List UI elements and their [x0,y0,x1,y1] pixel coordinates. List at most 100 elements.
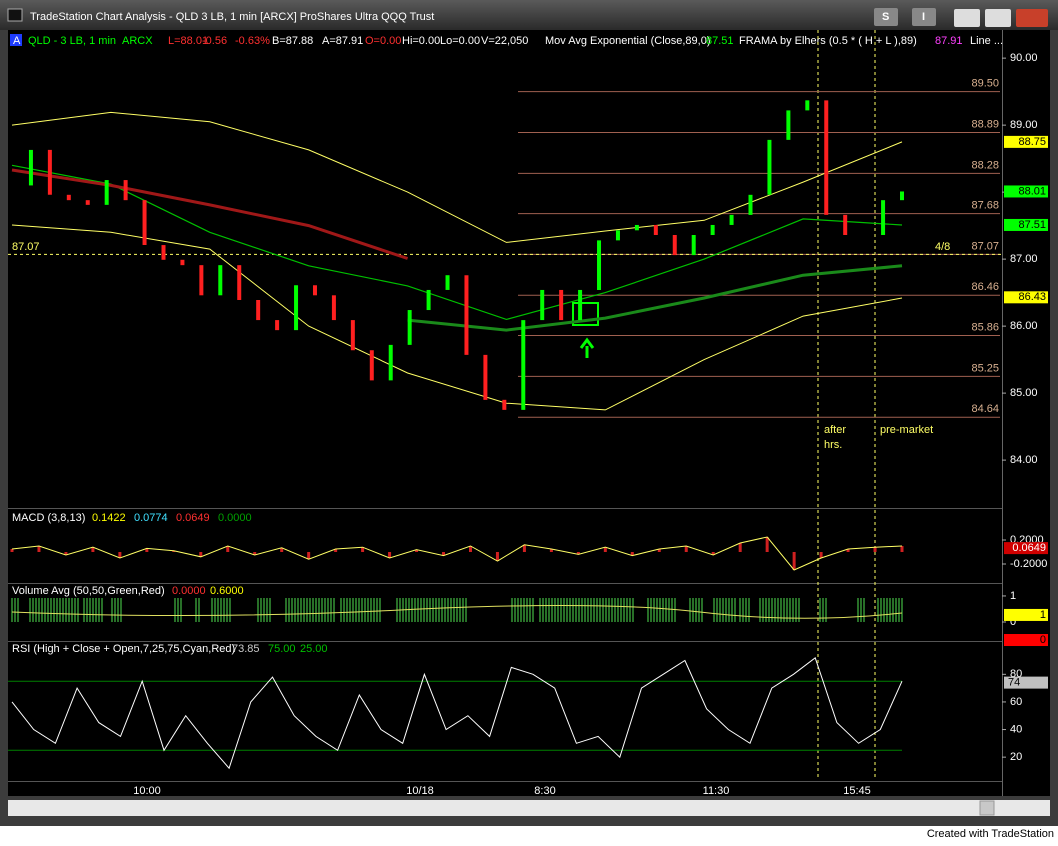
macd-v1: 0.1422 [92,512,126,524]
macd-line [11,536,903,571]
arrow [579,337,595,358]
y-tick-label: 1 [1010,590,1016,602]
change-pct: -0.63% [235,35,270,47]
last-value-box [1004,291,1048,304]
last-value-box [1004,608,1048,621]
y-tick-label: 60 [1010,696,1022,708]
ask: A=87.91 [322,35,363,47]
s-button-label: S [882,11,889,23]
y-tick-label: 0 [1010,616,1016,628]
badge-label: A [13,35,21,47]
fib-label: 88.28 [971,159,999,171]
change: -0.56 [202,35,227,47]
annotation: hrs. [824,439,842,451]
y-tick-label: 85.00 [1010,387,1038,399]
rsi-level: 25.00 [300,643,328,655]
fib-label: 86.46 [971,281,999,293]
bid: B=87.88 [272,35,313,47]
i-button[interactable] [912,8,936,26]
x-tick-label: 15:45 [843,785,871,797]
fib-label: 89.50 [971,78,999,90]
last-value-label: 87.51 [1018,219,1046,231]
panel-labels: MACD (3,8,13) 0.1422 0.0774 0.0649 0.000… [12,512,328,655]
maximize-button[interactable] [985,9,1011,27]
ema [407,264,903,332]
fib-label: 84.64 [971,403,999,415]
last-value-label: 86.43 [1018,291,1046,303]
lower-band [11,224,903,411]
y-tick-label: 86.00 [1010,320,1038,332]
rsi-level: 75.00 [268,643,296,655]
fib-label: 87.68 [971,199,999,211]
plot: 90.0089.0088.0087.0086.0085.0084.0089.50… [8,52,1048,770]
annotation: after [824,424,846,436]
frama-label: FRAMA by Elhers (0.5 * ( H + L ),89) [739,35,917,47]
i-button-label: I [922,11,925,23]
frama-value: 87.91 [935,35,963,47]
last-value-box [1004,135,1048,148]
rsi-line [11,656,903,770]
fib-label: 85.25 [971,362,999,374]
volume-v2: 0.6000 [210,585,244,597]
open: O=0.00 [365,35,401,47]
panel-divider [8,583,1002,584]
symbol: QLD - 3 LB, 1 min [28,35,116,47]
rsi-label: RSI (High + Close + Open,7,25,75,Cyan,Re… [12,643,235,655]
y-tick-label: 20 [1010,751,1022,763]
upper-band [11,111,903,243]
macd-v2: 0.0774 [134,512,168,524]
scroll-thumb[interactable] [979,800,995,816]
scrollbar[interactable] [8,800,1050,816]
app-icon [7,8,23,22]
axis-divider [1002,30,1003,796]
panel-divider [8,781,1002,782]
close-button[interactable] [1016,9,1048,27]
macd-v4: 0.0000 [218,512,252,524]
y-tick-label: 40 [1010,723,1022,735]
s-button[interactable] [874,8,898,26]
reference-label: 87.07 [12,241,40,253]
highlight-box [572,302,599,326]
last-value-label: 1 [1040,609,1046,621]
high: Hi=0.00 [402,35,440,47]
last-value-box [1004,185,1048,198]
last-value-label: 0 [1040,634,1046,646]
more: Line ... [970,35,1003,47]
last: L=88.01 [168,35,208,47]
fib-label: 87.07 [971,240,999,252]
ma-label: Mov Avg Exponential (Close,89,0) [545,35,711,47]
last-value-label: 88.01 [1018,185,1046,197]
fib-label: 85.86 [971,321,999,333]
rsi-current: 73.85 [232,643,260,655]
annotation: pre-market [880,424,933,436]
panel-divider [8,508,1002,509]
volume-average [11,604,903,619]
badge [10,34,22,46]
y-tick-label: 89.00 [1010,119,1038,131]
x-tick-label: 10/18 [406,785,434,797]
macd-v3: 0.0649 [176,512,210,524]
moving-average [11,164,903,321]
window-title: TradeStation Chart Analysis - QLD 3 LB, … [30,11,434,23]
y-tick-label: 84.00 [1010,454,1038,466]
fib-label: 88.89 [971,118,999,130]
last-value-box [1004,634,1048,647]
x-tick-label: 11:30 [703,785,730,797]
minimize-button[interactable] [954,9,980,27]
x-tick-label: 8:30 [534,785,555,797]
y-tick-label: 87.00 [1010,253,1038,265]
exchange: ARCX [122,35,153,47]
volume: V=22,050 [481,35,528,47]
x-tick-label: 10:00 [133,785,161,797]
last-value-label: 88.75 [1018,136,1046,148]
header-line: QLD - 3 LB, 1 min ARCX L=88.01 -0.56 -0.… [28,35,1003,47]
last-value-label: 0.0649 [1012,542,1046,554]
panel-divider [8,641,1002,642]
last-value-box [1004,218,1048,231]
fib-label: 4/8 [935,241,950,253]
volume-label: Volume Avg (50,50,Green,Red) [12,585,165,597]
last-value-box [1004,676,1048,689]
footer-text: Created with TradeStation [927,828,1054,840]
y-tick-label: 90.00 [1010,52,1038,64]
